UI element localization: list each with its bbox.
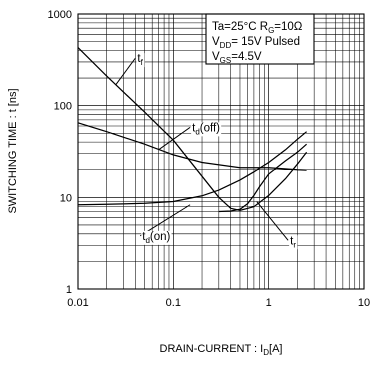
y-axis-label: SWITCHING TIME : t [ns] [7, 88, 19, 213]
label-t-d-off: td​(off) [192, 122, 220, 136]
x-tick-label: 10 [358, 297, 370, 309]
y-tick-label: 1000 [48, 9, 72, 21]
series-t-d-on [77, 131, 307, 206]
conditions-line-1: Ta=25°C RG​=10Ω [212, 21, 303, 35]
leader-t-r [256, 201, 289, 241]
grid [77, 13, 365, 290]
label-bg [141, 230, 172, 245]
x-axis-label: DRAIN-CURRENT : ID​[A] [160, 343, 283, 357]
curve-labels: tf​ td​(off) td​(on) tr​ [136, 53, 298, 250]
series-t-f [77, 47, 308, 212]
label-bg [136, 53, 145, 68]
label-leaders [115, 57, 289, 241]
x-tick-label: 1 [266, 297, 272, 309]
series-t-d-off [77, 122, 307, 171]
label-t-f: tf​ [137, 53, 143, 67]
conditions-legend-box [205, 13, 315, 65]
plot-frame [77, 13, 365, 290]
y-tick-label: 100 [54, 101, 72, 113]
y-tick-label: 10 [60, 192, 72, 204]
label-bg [191, 122, 222, 137]
leader-t-f [115, 57, 136, 85]
x-tick-label: 0.01 [67, 297, 88, 309]
label-t-r: tr​ [290, 235, 296, 249]
label-bg [289, 235, 298, 250]
series-lines [77, 47, 308, 213]
conditions-line-2: VDD​= 15V Pulsed [212, 36, 300, 50]
conditions-line-3: VGS​=4.5V [212, 51, 262, 65]
label-t-d-on: td​(on) [142, 231, 170, 245]
series-t-r [218, 143, 308, 213]
tick-labels: 1 10 100 1000 0.01 0.1 1 10 [48, 9, 371, 309]
x-tick-label: 0.1 [166, 297, 181, 309]
y-tick-label: 1 [66, 284, 72, 296]
leader-t-d-off [158, 126, 191, 151]
leader-t-d-on [140, 204, 191, 237]
